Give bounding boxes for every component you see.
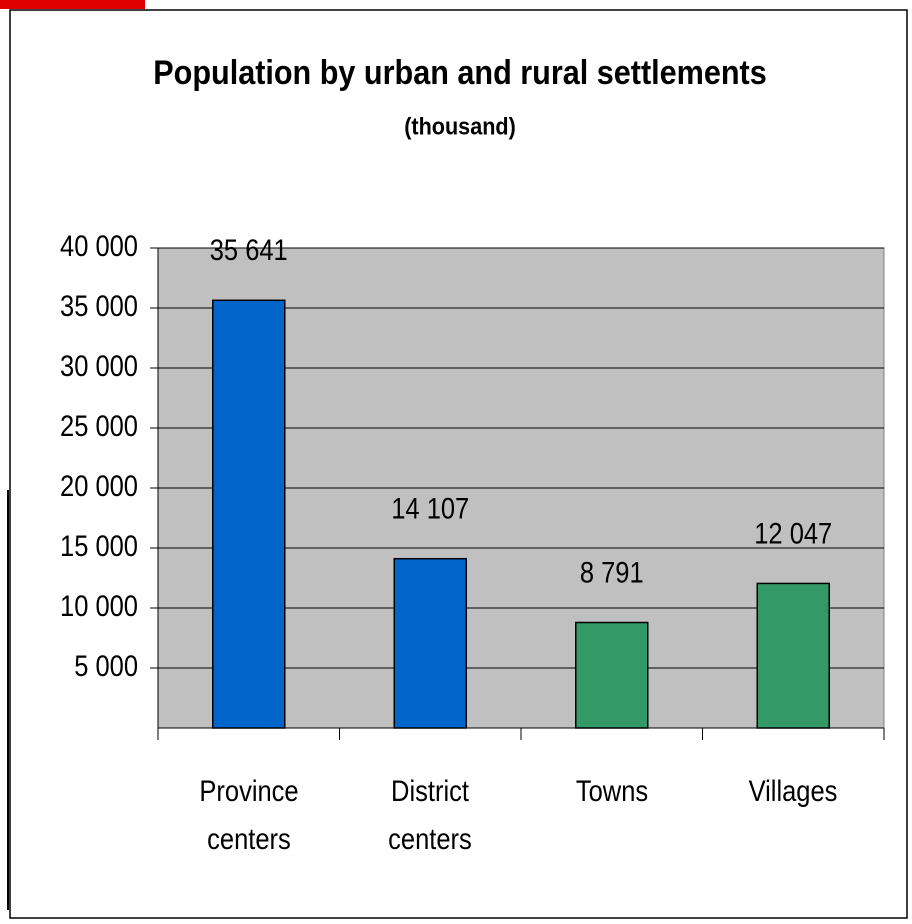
data-label: 8 791 bbox=[580, 555, 644, 588]
y-tick-label: 35 000 bbox=[60, 289, 138, 322]
data-label: 14 107 bbox=[391, 492, 469, 525]
y-tick-label: 40 000 bbox=[60, 229, 138, 262]
y-tick-label: 10 000 bbox=[60, 589, 138, 622]
bar bbox=[575, 621, 649, 729]
bar bbox=[393, 557, 467, 729]
y-tick-label: 5 000 bbox=[74, 649, 138, 682]
red-marker bbox=[0, 0, 145, 9]
x-tick-label: Province centers bbox=[199, 775, 299, 856]
bar bbox=[756, 582, 830, 729]
chart-subtitle: (thousand) bbox=[404, 112, 516, 139]
y-tick-label: 25 000 bbox=[60, 409, 138, 442]
x-tick-label: Towns bbox=[575, 775, 648, 808]
y-tick-label: 20 000 bbox=[60, 469, 138, 502]
y-tick-label: 30 000 bbox=[60, 349, 138, 382]
bar bbox=[212, 299, 286, 729]
x-tick-label: District centers bbox=[388, 775, 473, 856]
chart-title: Population by urban and rural settlement… bbox=[153, 54, 766, 92]
data-label: 35 641 bbox=[210, 233, 288, 266]
y-tick-label: 15 000 bbox=[60, 529, 138, 562]
data-label: 12 047 bbox=[754, 516, 832, 549]
x-tick-label: Villages bbox=[748, 775, 838, 808]
